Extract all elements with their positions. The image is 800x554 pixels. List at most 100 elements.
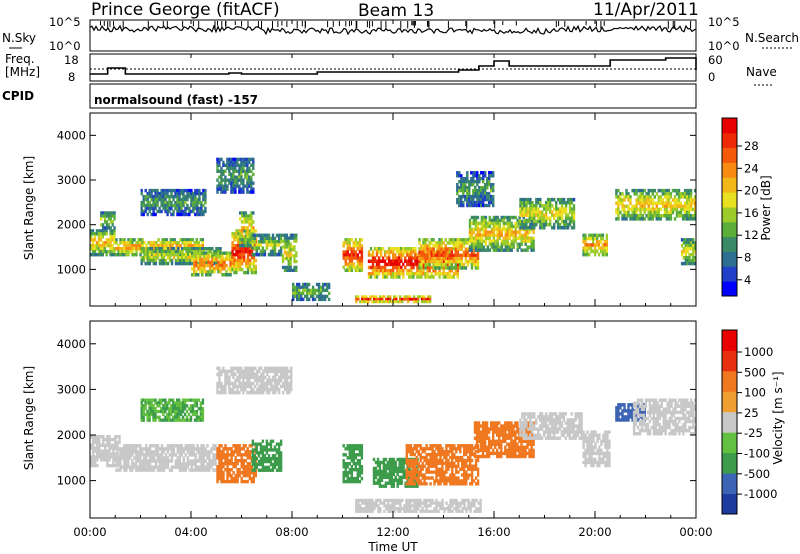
data-cell bbox=[209, 254, 212, 259]
data-cell bbox=[287, 236, 290, 240]
data-cell bbox=[436, 247, 439, 251]
data-cell bbox=[260, 390, 263, 395]
data-cell bbox=[199, 409, 203, 414]
data-cell bbox=[226, 187, 229, 191]
data-cell bbox=[360, 456, 364, 460]
data-cell bbox=[191, 404, 195, 408]
data-cell bbox=[506, 230, 509, 234]
data-cell bbox=[220, 184, 223, 188]
data-cell bbox=[186, 188, 189, 193]
data-cell bbox=[352, 456, 355, 460]
data-cell bbox=[684, 258, 687, 263]
nsky-tick-top: 10^5 bbox=[49, 15, 81, 29]
data-cell bbox=[241, 247, 244, 251]
data-cell bbox=[422, 295, 426, 299]
date-title: 11/Apr/2011 bbox=[593, 0, 699, 20]
data-cell bbox=[434, 244, 437, 248]
data-cell bbox=[472, 253, 476, 258]
data-cell bbox=[474, 188, 477, 193]
data-cell bbox=[396, 275, 399, 279]
data-cell bbox=[420, 266, 423, 270]
colorbar-swatch bbox=[722, 192, 737, 208]
data-cell bbox=[94, 464, 97, 468]
data-cell bbox=[224, 184, 227, 188]
data-cell bbox=[549, 201, 552, 205]
data-cell bbox=[424, 238, 427, 242]
data-cell bbox=[474, 221, 478, 226]
data-cell bbox=[224, 187, 227, 191]
data-cell bbox=[523, 213, 526, 217]
data-cell bbox=[236, 163, 239, 167]
data-cell bbox=[478, 203, 481, 208]
data-cell bbox=[154, 256, 157, 260]
data-cell bbox=[311, 291, 315, 296]
data-cell bbox=[685, 201, 689, 205]
data-cell bbox=[151, 241, 154, 245]
data-cell bbox=[242, 187, 245, 191]
data-cell bbox=[354, 256, 357, 260]
data-cell bbox=[508, 215, 511, 220]
data-cell bbox=[121, 250, 124, 254]
data-cell bbox=[647, 207, 650, 212]
data-cell bbox=[311, 285, 315, 290]
data-cell bbox=[294, 285, 297, 290]
data-cell bbox=[250, 226, 253, 230]
data-cell bbox=[192, 444, 195, 448]
data-cell bbox=[523, 204, 526, 208]
data-cell bbox=[259, 442, 263, 446]
data-cell bbox=[245, 261, 248, 266]
data-cell bbox=[317, 285, 321, 290]
data-cell bbox=[304, 288, 307, 293]
data-cell bbox=[252, 381, 255, 386]
data-cell bbox=[160, 203, 163, 208]
data-cell bbox=[259, 252, 263, 257]
data-cell bbox=[323, 282, 327, 287]
data-cell bbox=[530, 245, 533, 249]
data-cell bbox=[688, 256, 691, 260]
data-cell bbox=[90, 232, 93, 236]
data-cell bbox=[143, 468, 146, 472]
data-cell bbox=[669, 195, 673, 199]
data-cell bbox=[271, 448, 275, 452]
data-cell bbox=[478, 197, 481, 202]
data-cell bbox=[222, 476, 225, 481]
data-cell bbox=[269, 442, 273, 446]
data-cell bbox=[161, 238, 164, 242]
data-cell bbox=[195, 241, 198, 245]
data-cell bbox=[237, 235, 240, 239]
data-cell bbox=[96, 455, 99, 459]
data-cell bbox=[633, 207, 636, 212]
data-cell bbox=[647, 192, 650, 196]
data-cell bbox=[682, 256, 685, 260]
data-cell bbox=[176, 462, 179, 466]
data-cell bbox=[272, 390, 275, 395]
data-cell bbox=[448, 241, 451, 245]
data-cell bbox=[230, 479, 233, 484]
data-cell bbox=[226, 473, 229, 478]
data-cell bbox=[154, 191, 157, 196]
data-cell bbox=[346, 479, 349, 484]
data-cell bbox=[150, 412, 153, 417]
data-cell bbox=[238, 172, 241, 176]
data-cell bbox=[641, 195, 644, 199]
data-cell bbox=[405, 295, 408, 299]
data-cell bbox=[494, 242, 497, 246]
data-cell bbox=[278, 369, 281, 373]
nsky-label: N.Sky bbox=[2, 31, 36, 45]
data-cell bbox=[251, 457, 254, 461]
data-cell bbox=[478, 227, 482, 232]
data-cell bbox=[156, 415, 159, 419]
data-cell bbox=[200, 465, 203, 469]
data-cell bbox=[304, 285, 307, 290]
data-cell bbox=[216, 178, 219, 182]
data-cell bbox=[694, 198, 697, 202]
data-cell bbox=[686, 247, 689, 251]
data-cell bbox=[555, 213, 558, 217]
data-cell bbox=[570, 197, 574, 202]
station-title: Prince George (fitACF) bbox=[91, 0, 280, 20]
data-cell bbox=[230, 175, 233, 179]
data-cell bbox=[647, 188, 650, 193]
data-cell bbox=[113, 253, 116, 257]
data-cell bbox=[123, 462, 126, 466]
data-cell bbox=[470, 236, 474, 240]
